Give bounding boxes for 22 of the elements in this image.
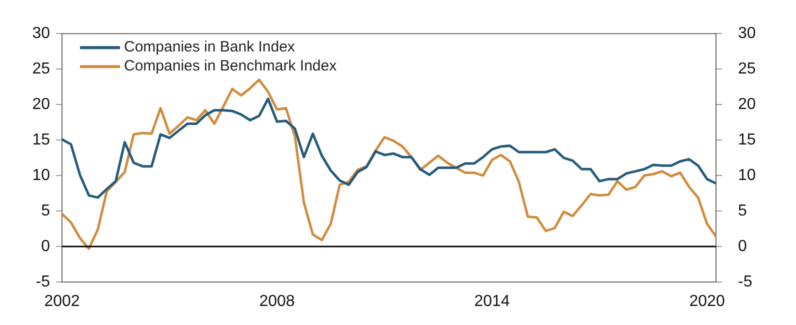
y-tick-label: 25 bbox=[32, 60, 50, 78]
y-tick-label: 5 bbox=[41, 202, 50, 220]
y-tick-label: 30 bbox=[32, 25, 50, 42]
x-tick-label: 2020 bbox=[689, 293, 725, 310]
y2-tick-label: 25 bbox=[738, 60, 756, 78]
y-tick-label: -5 bbox=[36, 273, 50, 290]
y-tick-label: 20 bbox=[32, 96, 50, 113]
x-tick-label: 2008 bbox=[259, 293, 295, 310]
y2-tick-label: 15 bbox=[738, 131, 756, 148]
y2-tick-label: -5 bbox=[738, 273, 752, 290]
y2-tick-label: 0 bbox=[738, 238, 747, 255]
y-tick-label: 15 bbox=[32, 131, 50, 148]
x-tick-label: 2014 bbox=[474, 293, 510, 310]
y2-tick-label: 10 bbox=[738, 166, 756, 184]
legend-label: Companies in Bank Index bbox=[124, 38, 296, 56]
x-tick-label: 2002 bbox=[44, 293, 80, 310]
y2-tick-label: 30 bbox=[738, 25, 756, 42]
y2-tick-label: 20 bbox=[738, 96, 756, 113]
y2-tick-label: 5 bbox=[738, 202, 747, 220]
y-tick-label: 10 bbox=[32, 166, 50, 184]
legend-label: Companies in Benchmark Index bbox=[124, 58, 338, 75]
y-tick-label: 0 bbox=[41, 238, 50, 255]
